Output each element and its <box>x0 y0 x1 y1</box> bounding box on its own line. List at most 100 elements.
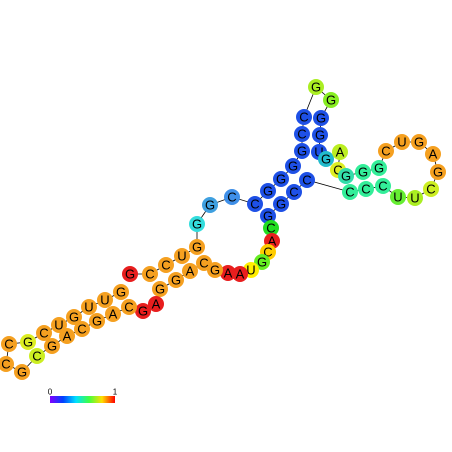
nucleotide: U <box>97 292 113 308</box>
nucleotide-label: G <box>288 159 298 174</box>
nucleotide-label: C <box>297 127 306 142</box>
nucleotide-circle <box>158 257 174 273</box>
nucleotide: G <box>254 254 270 270</box>
nucleotide: C <box>1 336 17 352</box>
nucleotide: G <box>152 281 168 297</box>
nucleotide: G <box>338 168 354 184</box>
nucleotide: A <box>105 306 121 322</box>
nucleotide-label: G <box>315 128 325 143</box>
nucleotide: G <box>189 216 205 232</box>
nucleotide-label: G <box>326 93 336 108</box>
nucleotide-label: C <box>199 256 208 271</box>
nucleotide-circle <box>423 181 439 197</box>
nucleotide-circle <box>411 134 427 150</box>
nucleotide-circle <box>260 208 276 224</box>
nucleotide: G <box>294 143 310 159</box>
nucleotide-circle <box>294 143 310 159</box>
nucleotide: G <box>189 239 205 255</box>
nucleotide-label: G <box>92 314 102 329</box>
nucleotide-label: A <box>429 147 438 162</box>
nucleotide: C <box>36 325 52 341</box>
nucleotide-label: C <box>250 197 259 212</box>
nucleotide-circle <box>97 292 113 308</box>
nucleotide: A <box>332 144 348 160</box>
nucleotide-circle <box>371 160 387 176</box>
nucleotide-label: G <box>192 217 202 232</box>
nucleotide-label: G <box>341 169 351 184</box>
nucleotide-label: C <box>124 300 133 315</box>
nucleotide: C <box>294 126 310 142</box>
nucleotide: C <box>375 178 391 194</box>
nucleotide-circle <box>358 181 374 197</box>
nucleotide: C <box>224 189 240 205</box>
nucleotide: C <box>286 184 302 200</box>
nucleotide: C <box>121 299 137 315</box>
nucleotide-label: C <box>1 357 10 372</box>
nucleotide-label: A <box>152 297 161 312</box>
nucleotide: G <box>113 284 129 300</box>
nucleotide-circle <box>247 196 263 212</box>
nucleotide-label: U <box>397 135 406 150</box>
nucleotide-circle <box>44 338 60 354</box>
nucleotide-circle <box>224 189 240 205</box>
nucleotide: G <box>313 110 329 126</box>
nucleotide-label: U <box>84 300 93 315</box>
nucleotide-label: G <box>414 135 424 150</box>
nucleotide-label: A <box>109 307 118 322</box>
nucleotide-circle <box>378 143 394 159</box>
nucleotide: G <box>260 208 276 224</box>
nucleotide: U <box>81 299 97 315</box>
nucleotide-label: C <box>32 349 41 364</box>
nucleotide-label: G <box>276 197 286 212</box>
nucleotide: C <box>29 348 45 364</box>
nucleotide-circle <box>59 328 75 344</box>
nucleotide: G <box>20 334 36 350</box>
nucleotide: G <box>135 303 151 319</box>
nucleotide: A <box>220 265 236 281</box>
nucleotide: A <box>425 146 441 162</box>
nucleotide-label: G <box>155 282 165 297</box>
nucleotide-circle <box>342 184 358 200</box>
colorbar-max: 1 <box>113 388 118 397</box>
nucleotide-circle <box>29 348 45 364</box>
nucleotide: G <box>44 338 60 354</box>
nucleotide: G <box>323 92 339 108</box>
nucleotide: G <box>66 309 82 325</box>
nucleotide-circle <box>20 334 36 350</box>
nucleotide: G <box>308 79 324 95</box>
nucleotide-label: C <box>345 185 354 200</box>
nucleotide-label: G <box>205 198 215 213</box>
nucleotide-label: G <box>210 263 220 278</box>
nucleotide-label: U <box>54 318 63 333</box>
nucleotide-circle <box>273 196 289 212</box>
nucleotide-label: C <box>266 221 275 236</box>
nucleotide-circle <box>66 309 82 325</box>
nucleotide-circle <box>189 216 205 232</box>
nucleotide-label: C <box>302 173 311 188</box>
nucleotide-circle <box>318 151 334 167</box>
nucleotide-circle <box>285 158 301 174</box>
nucleotide: C <box>378 143 394 159</box>
nucleotide-label: G <box>23 335 33 350</box>
nucleotide-circle <box>390 189 406 205</box>
nucleotide: C <box>358 181 374 197</box>
nucleotide-label: A <box>224 266 233 281</box>
nucleotide: G <box>371 160 387 176</box>
nucleotide: G <box>273 196 289 212</box>
nucleotide-circle <box>294 126 310 142</box>
nucleotide-circle <box>254 254 270 270</box>
nucleotide: G <box>355 164 371 180</box>
nucleotide: U <box>390 189 406 205</box>
nucleotide-circle <box>142 266 158 282</box>
nucleotide-circle <box>14 364 30 380</box>
nucleotide-label: G <box>276 172 286 187</box>
nucleotide-circle <box>220 265 236 281</box>
nucleotide-label: U <box>100 293 109 308</box>
nucleotide: U <box>407 190 423 206</box>
nucleotide: C <box>158 257 174 273</box>
nucleotide-circle <box>174 248 190 264</box>
nucleotide-circle <box>263 220 279 236</box>
nucleotide-label: G <box>374 161 384 176</box>
nucleotide: C <box>342 184 358 200</box>
nucleotide-label: G <box>433 165 443 180</box>
